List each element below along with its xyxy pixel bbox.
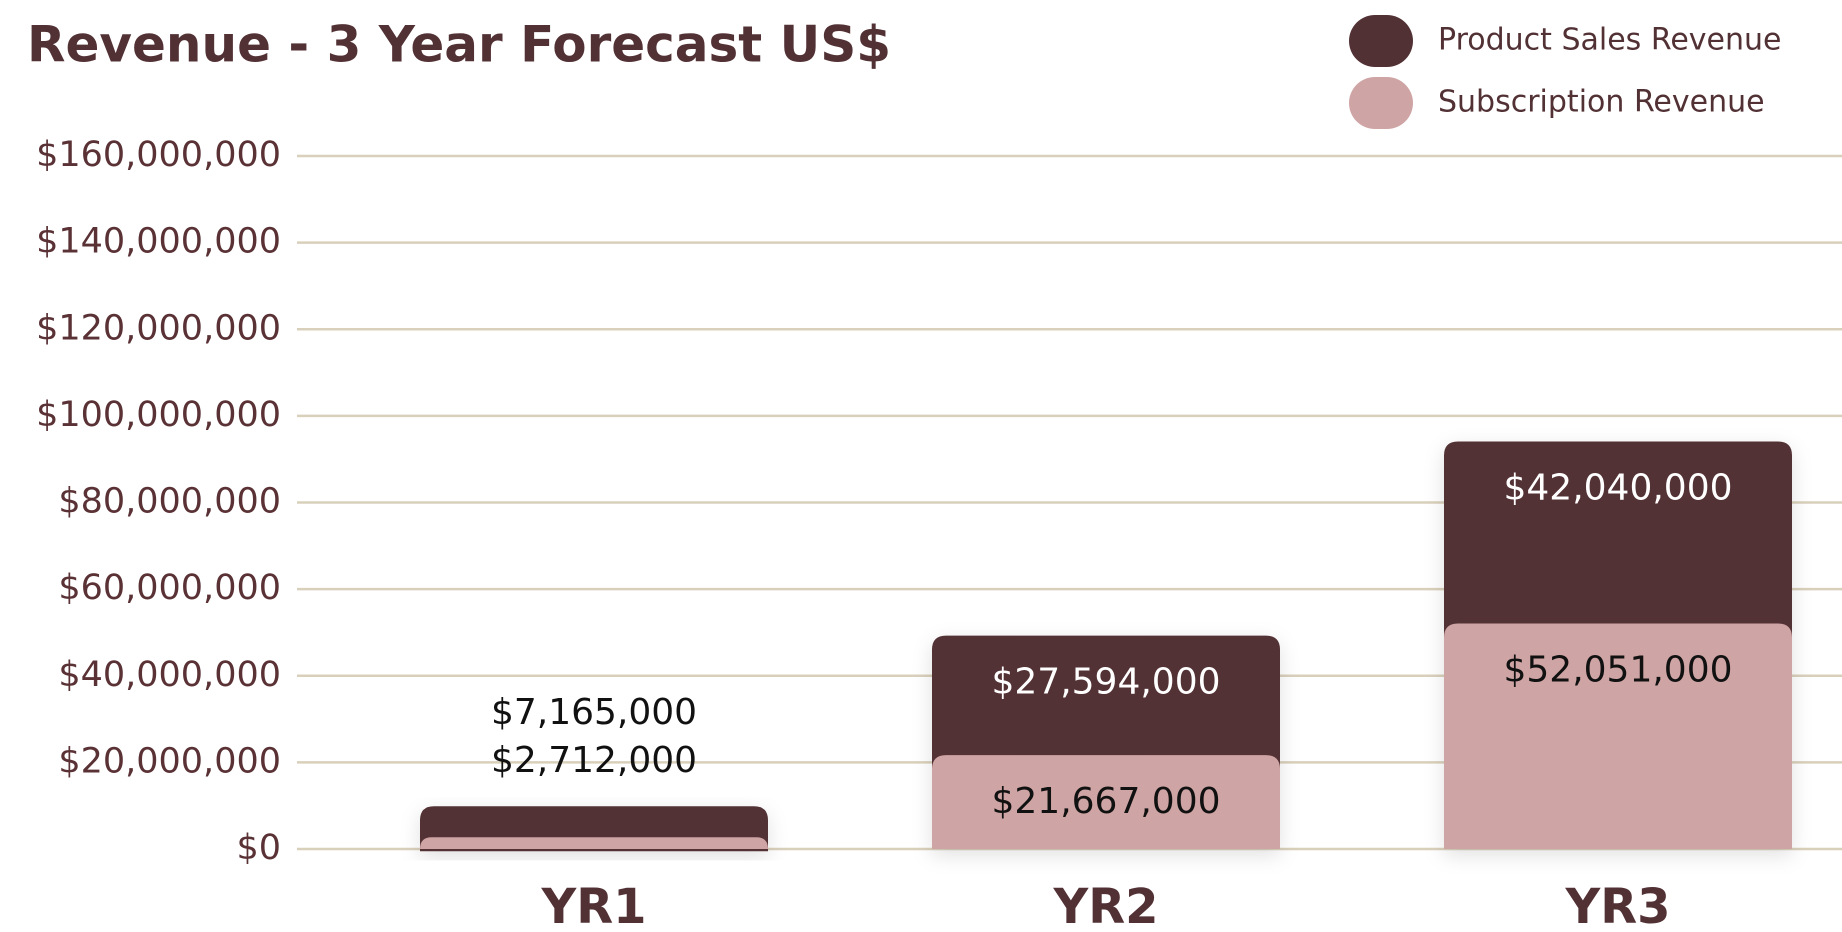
y-tick-label: $120,000,000 [36, 308, 281, 348]
value-label: $52,051,000 [1503, 650, 1732, 691]
y-tick-label: $40,000,000 [58, 655, 281, 695]
value-label: $2,712,000 [491, 740, 697, 781]
value-label: $7,165,000 [491, 692, 697, 733]
bar-segment [1444, 441, 1792, 638]
y-tick-label: $160,000,000 [36, 135, 281, 175]
bar-segment [420, 837, 768, 849]
chart-title: Revenue - 3 Year Forecast US$ [27, 16, 891, 74]
y-tick-label: $0 [236, 828, 281, 868]
y-tick-label: $60,000,000 [58, 568, 281, 608]
y-tick-label: $140,000,000 [36, 222, 281, 262]
bar-segment [1444, 623, 1792, 849]
bar-group [420, 806, 768, 852]
value-label: $42,040,000 [1503, 467, 1732, 508]
value-label: $27,594,000 [991, 662, 1220, 703]
y-tick-label: $100,000,000 [36, 395, 281, 435]
x-tick-label: YR2 [1052, 879, 1158, 932]
value-label: $21,667,000 [991, 781, 1220, 822]
x-tick-label: YR1 [540, 879, 646, 932]
y-tick-label: $80,000,000 [58, 482, 281, 522]
bar-segment [932, 755, 1280, 849]
bar-group [1444, 441, 1792, 849]
bar-group [932, 635, 1280, 849]
bar-segment [932, 635, 1280, 770]
x-tick-label: YR3 [1564, 879, 1670, 932]
legend-label: Subscription Revenue [1438, 85, 1765, 120]
legend-label: Product Sales Revenue [1438, 23, 1781, 58]
legend-swatch [1349, 77, 1413, 129]
legend-swatch [1349, 15, 1413, 67]
y-tick-label: $20,000,000 [58, 741, 281, 781]
